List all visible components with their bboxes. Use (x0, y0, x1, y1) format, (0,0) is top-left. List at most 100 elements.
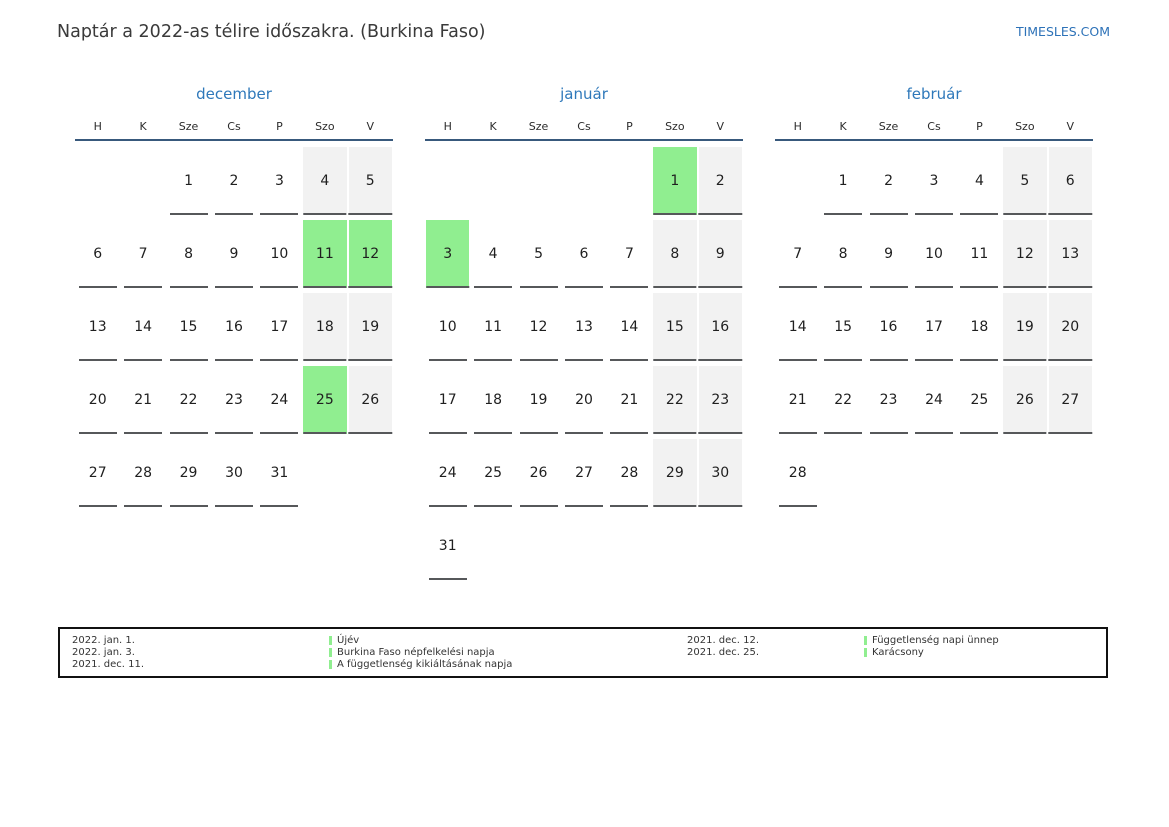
weekend-day: 19 (348, 293, 392, 361)
weekday-day: 27 (76, 439, 119, 507)
weekday-day: 12 (517, 293, 560, 361)
day-cell: 16 (698, 293, 743, 366)
weekday-header: P (626, 120, 633, 133)
empty-cell (348, 439, 393, 512)
timesles-link[interactable]: TIMESLES.COM (1015, 24, 1110, 39)
day-cell: 15 (820, 293, 865, 366)
weekday-day: 23 (867, 366, 910, 434)
holiday-day: 11 (303, 220, 347, 288)
month-title: január (560, 85, 608, 103)
day-cell: 24 (257, 366, 302, 439)
weekend-day: 5 (1003, 147, 1047, 215)
day-cell: 23 (698, 366, 743, 439)
day-cell: 17 (911, 293, 956, 366)
weekday-day: 2 (867, 147, 910, 215)
weekday-day: 3 (258, 147, 301, 215)
week-row: 24 25 26 27 28 29 30 (425, 439, 743, 512)
day-cell: 6 (75, 220, 120, 293)
day-cell: 25 (957, 366, 1002, 439)
weekday-day: 22 (821, 366, 864, 434)
day-cell: 30 (698, 439, 743, 512)
day-cell: 7 (607, 220, 652, 293)
empty-cell (1002, 439, 1047, 512)
weekday-header: V (1066, 120, 1074, 133)
weekend-day: 2 (698, 147, 742, 215)
day-cell: 22 (820, 366, 865, 439)
weekday-header: K (139, 120, 147, 133)
day-cell: 15 (652, 293, 697, 366)
empty-cell (652, 512, 697, 585)
day-cell: 10 (257, 220, 302, 293)
weekday-day: 28 (121, 439, 164, 507)
day-cell: 2 (698, 147, 743, 220)
day-cell: 18 (302, 293, 347, 366)
week-row: 28 (775, 439, 1093, 512)
weekend-day: 16 (698, 293, 742, 361)
holiday-marker-icon (864, 635, 867, 645)
day-cell: 1 (652, 147, 697, 220)
weekday-header: Szo (1015, 120, 1035, 133)
legend-holiday-label: Újév (337, 634, 360, 646)
month-grid: 1 2 3 4 5 6 7 8 9 10 11 12 13 14 15 16 17 18 19 20 21 22 23 24 2… (775, 147, 1093, 512)
weekend-day: 19 (1003, 293, 1047, 361)
day-cell: 24 (911, 366, 956, 439)
weekend-day: 23 (698, 366, 742, 434)
empty-cell (302, 439, 347, 512)
day-cell: 9 (211, 220, 256, 293)
weekday-day: 8 (167, 220, 210, 288)
empty-cell (470, 512, 515, 585)
month-title: február (906, 85, 962, 103)
empty-cell (866, 439, 911, 512)
legend-holiday-name: Burkina Faso népfelkelési napja (329, 647, 495, 658)
weekday-day: 3 (912, 147, 955, 215)
weekend-day: 4 (303, 147, 347, 215)
legend-date: 2021. dec. 12. (687, 634, 760, 646)
day-cell: 23 (211, 366, 256, 439)
day-cell: 18 (470, 366, 515, 439)
weekday-day: 14 (121, 293, 164, 361)
weekday-day: 25 (958, 366, 1001, 434)
empty-cell (75, 147, 120, 220)
day-cell: 5 (1002, 147, 1047, 220)
weekday-day: 17 (258, 293, 301, 361)
page-title: Naptár a 2022-as télire időszakra. (Burk… (57, 22, 486, 42)
day-cell: 2 (866, 147, 911, 220)
day-cell: 11 (957, 220, 1002, 293)
day-cell: 13 (75, 293, 120, 366)
day-cell: 7 (120, 220, 165, 293)
weekday-header: H (793, 120, 802, 133)
legend-holiday-name: A függetlenség kikiáltásának napja (329, 659, 512, 670)
holiday-marker-icon (864, 647, 867, 657)
day-cell: 6 (561, 220, 606, 293)
weekday-day: 16 (212, 293, 255, 361)
weekday-header: Szo (665, 120, 685, 133)
holiday-day: 12 (348, 220, 392, 288)
day-cell: 17 (425, 366, 470, 439)
weekday-header-row: H K Sze Cs P Szo V (775, 120, 1093, 141)
legend-holiday-label: A függetlenség kikiáltásának napja (337, 658, 513, 670)
day-cell: 1 (166, 147, 211, 220)
day-cell: 4 (302, 147, 347, 220)
day-cell: 19 (1002, 293, 1047, 366)
legend-holiday-label: Függetlenség napi ünnep (872, 634, 999, 646)
empty-cell (957, 439, 1002, 512)
weekday-day: 23 (212, 366, 255, 434)
weekday-day: 28 (776, 439, 819, 507)
weekday-day: 30 (212, 439, 255, 507)
day-cell: 28 (607, 439, 652, 512)
day-cell: 28 (120, 439, 165, 512)
weekday-day: 9 (212, 220, 255, 288)
weekday-day: 31 (426, 512, 469, 580)
day-cell: 9 (866, 220, 911, 293)
empty-cell (120, 147, 165, 220)
weekend-day: 9 (698, 220, 742, 288)
day-cell: 14 (775, 293, 820, 366)
day-cell: 28 (775, 439, 820, 512)
day-cell: 29 (652, 439, 697, 512)
day-cell: 27 (1048, 366, 1093, 439)
weekday-day: 11 (471, 293, 514, 361)
weekday-day: 20 (562, 366, 605, 434)
legend-holiday-name: Függetlenség napi ünnep (864, 635, 999, 646)
weekday-header-row: H K Sze Cs P Szo V (75, 120, 393, 141)
